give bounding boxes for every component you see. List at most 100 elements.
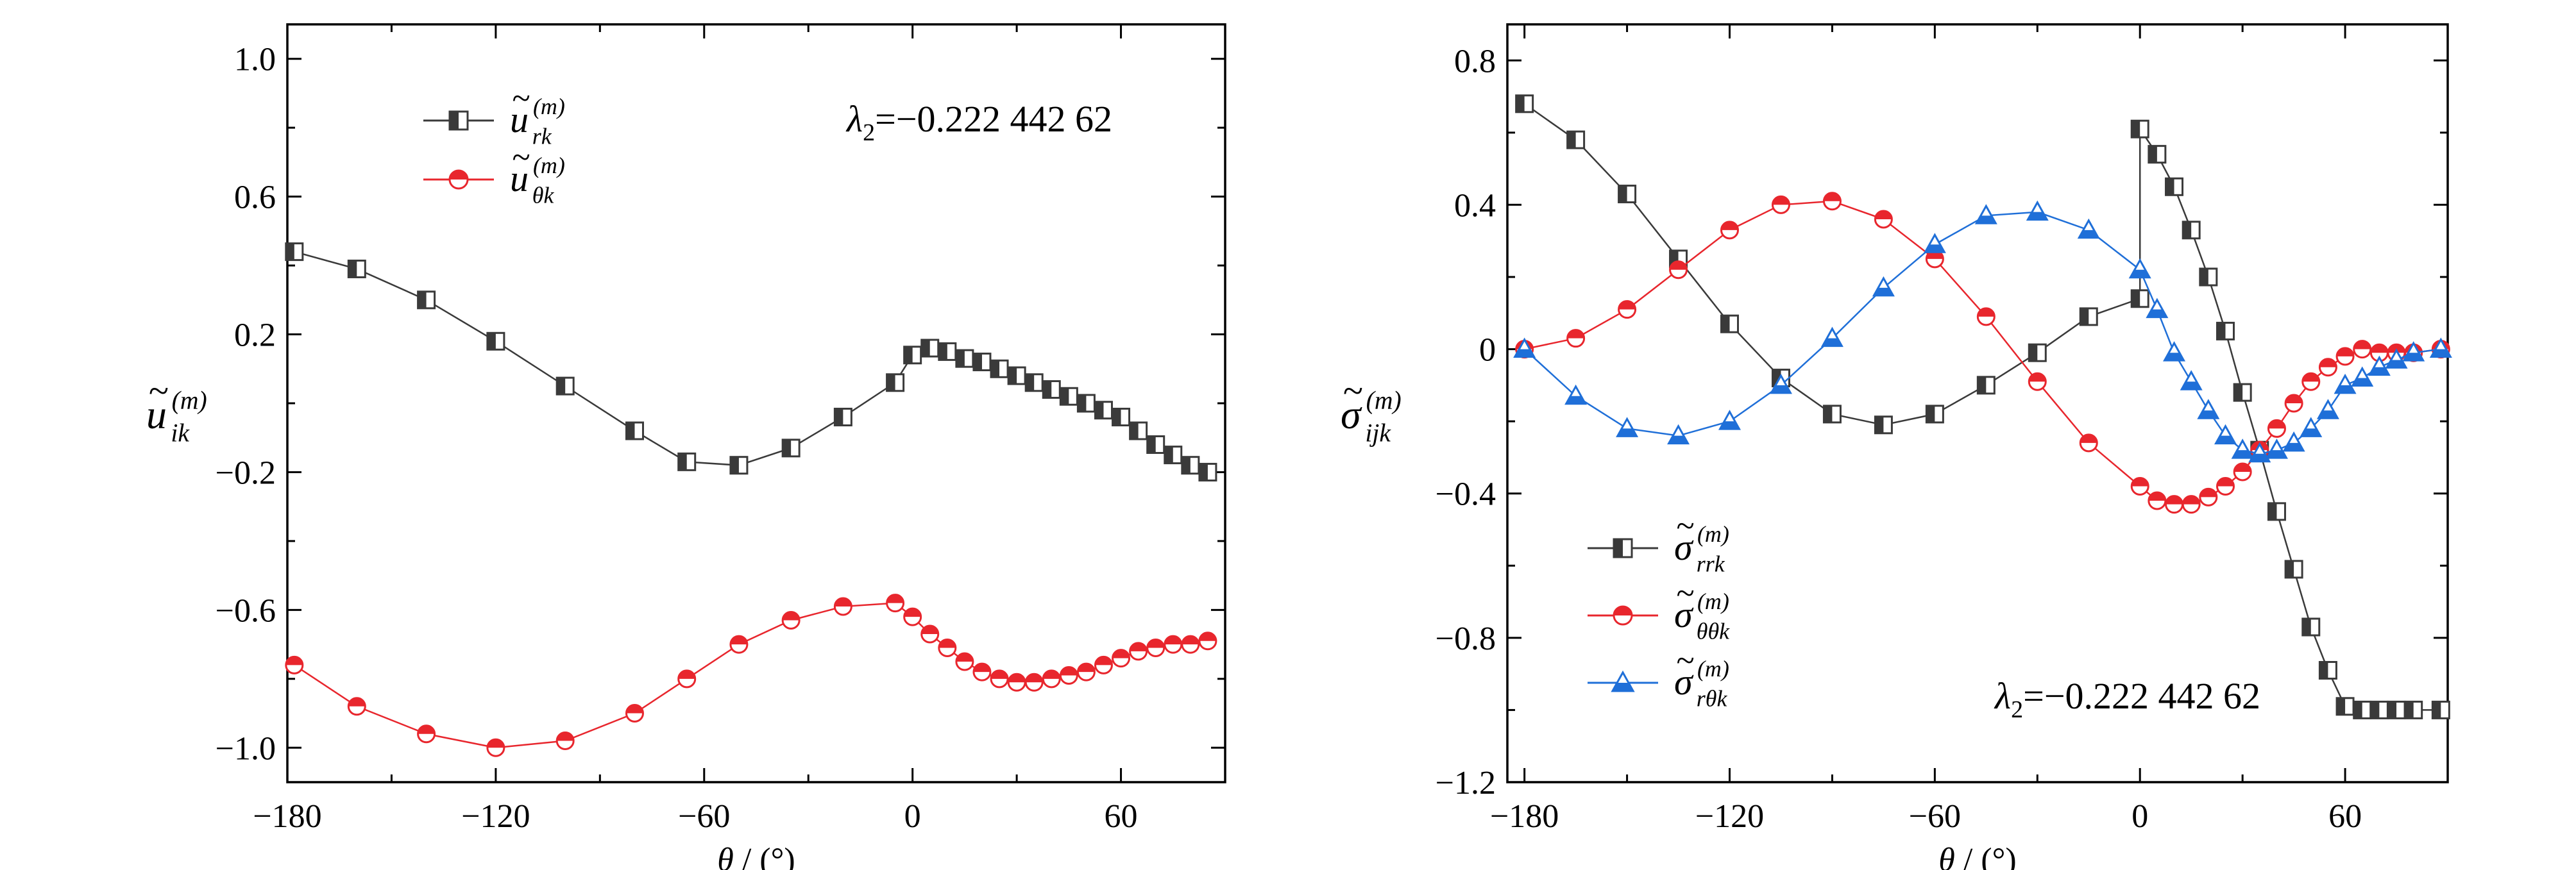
data-point — [417, 290, 436, 310]
y-axis-label-sup: (m) — [172, 386, 207, 414]
data-point — [972, 662, 992, 682]
data-point-fill — [886, 374, 895, 391]
data-point — [2197, 399, 2220, 419]
data-point — [2318, 358, 2337, 377]
data-point-fill — [1026, 374, 1035, 391]
data-point — [2216, 321, 2235, 340]
data-point-fill — [2216, 435, 2235, 444]
data-point — [486, 738, 505, 757]
data-point — [1822, 405, 1842, 424]
data-point — [1513, 337, 1536, 358]
data-point — [1094, 401, 1113, 420]
legend-marker-fill — [450, 112, 459, 130]
data-point-fill — [2387, 360, 2406, 368]
data-point — [1129, 421, 1148, 440]
data-point — [1667, 424, 1690, 445]
data-point-fill — [1824, 192, 1841, 201]
data-point — [1181, 456, 1200, 475]
data-point — [2148, 145, 2167, 164]
data-point — [1129, 642, 1148, 661]
data-point — [1059, 665, 1078, 685]
data-point — [833, 597, 852, 616]
data-point-fill — [730, 456, 739, 474]
data-point-fill — [1182, 456, 1191, 474]
data-point-fill — [1078, 664, 1095, 673]
legend-label-sub: rθk — [1697, 686, 1728, 712]
data-point — [2301, 372, 2321, 391]
data-point — [1923, 233, 1946, 253]
data-point — [1718, 410, 1741, 430]
data-point-fill — [2148, 492, 2165, 501]
data-point — [1564, 384, 1588, 405]
data-point — [347, 259, 366, 278]
data-point — [781, 610, 801, 630]
data-point-fill — [2199, 489, 2217, 498]
data-point-fill — [1095, 657, 1112, 665]
data-point — [1007, 366, 1026, 385]
legend-marker — [1613, 605, 1633, 626]
data-point — [1822, 192, 1842, 211]
data-point-fill — [2250, 453, 2269, 462]
data-point — [1669, 260, 1688, 280]
data-point-fill — [626, 705, 643, 714]
lambda-annotation: λ2=−0.222 442 62 — [845, 98, 1112, 146]
data-point-fill — [1926, 405, 1935, 422]
data-point-fill — [1095, 401, 1104, 419]
data-point-fill — [2319, 662, 2328, 679]
data-point — [2130, 289, 2149, 308]
data-point-fill — [2029, 344, 2038, 362]
data-point-fill — [835, 408, 843, 426]
data-point-fill — [2079, 230, 2099, 238]
data-point-fill — [2352, 378, 2372, 386]
legend-label-sub: rk — [532, 124, 552, 149]
data-point — [2077, 218, 2100, 239]
series-0 — [285, 242, 1217, 481]
data-point — [2369, 700, 2389, 719]
data-point-fill — [487, 333, 496, 350]
data-point-fill — [2302, 373, 2319, 382]
data-point-fill — [2431, 349, 2451, 357]
data-point-fill — [1060, 667, 1078, 676]
data-point — [2318, 661, 2337, 680]
y-axis-label-base: u — [146, 392, 167, 437]
data-point — [2233, 462, 2252, 481]
data-point-fill — [1822, 338, 1842, 346]
data-point — [2199, 267, 2218, 287]
data-point-fill — [1976, 215, 1996, 224]
data-point-fill — [2353, 701, 2362, 719]
data-point — [1566, 130, 1586, 149]
series-1 — [1515, 192, 2450, 514]
data-point-fill — [1164, 636, 1182, 645]
legend-marker — [1613, 538, 1633, 558]
data-point-fill — [2165, 496, 2183, 505]
data-point — [2353, 700, 2372, 719]
data-point-fill — [2353, 340, 2371, 349]
data-point-fill — [348, 260, 357, 278]
data-point — [486, 331, 505, 351]
legend-label-sup: (m) — [1697, 656, 1729, 682]
data-point-fill — [2432, 701, 2441, 719]
series-0 — [1515, 94, 2450, 719]
data-point — [1181, 635, 1200, 654]
data-point-fill — [2183, 221, 2192, 238]
data-point-fill — [2369, 367, 2389, 375]
data-point — [1976, 307, 1996, 326]
y-axis-label: u~ (m) ik — [146, 371, 207, 447]
data-point-fill — [2403, 353, 2423, 361]
data-point-fill — [2164, 353, 2184, 361]
legend-label-sup: (m) — [533, 94, 565, 119]
data-point — [990, 669, 1009, 689]
legend-label-tilde: ~ — [1676, 507, 1694, 544]
data-point-fill — [2217, 478, 2234, 487]
x-tick-label: −180 — [253, 798, 321, 835]
x-axis-label: θ / (°) — [1938, 842, 2016, 870]
data-point — [2163, 341, 2186, 362]
data-point-fill — [2285, 395, 2303, 403]
data-point — [285, 242, 304, 262]
data-point — [1616, 417, 1639, 437]
data-point — [2429, 337, 2452, 358]
data-point — [2402, 341, 2425, 362]
data-point-fill — [557, 378, 566, 395]
legend-label-tilde: ~ — [1676, 574, 1694, 612]
legend-label-tilde: ~ — [512, 138, 530, 176]
